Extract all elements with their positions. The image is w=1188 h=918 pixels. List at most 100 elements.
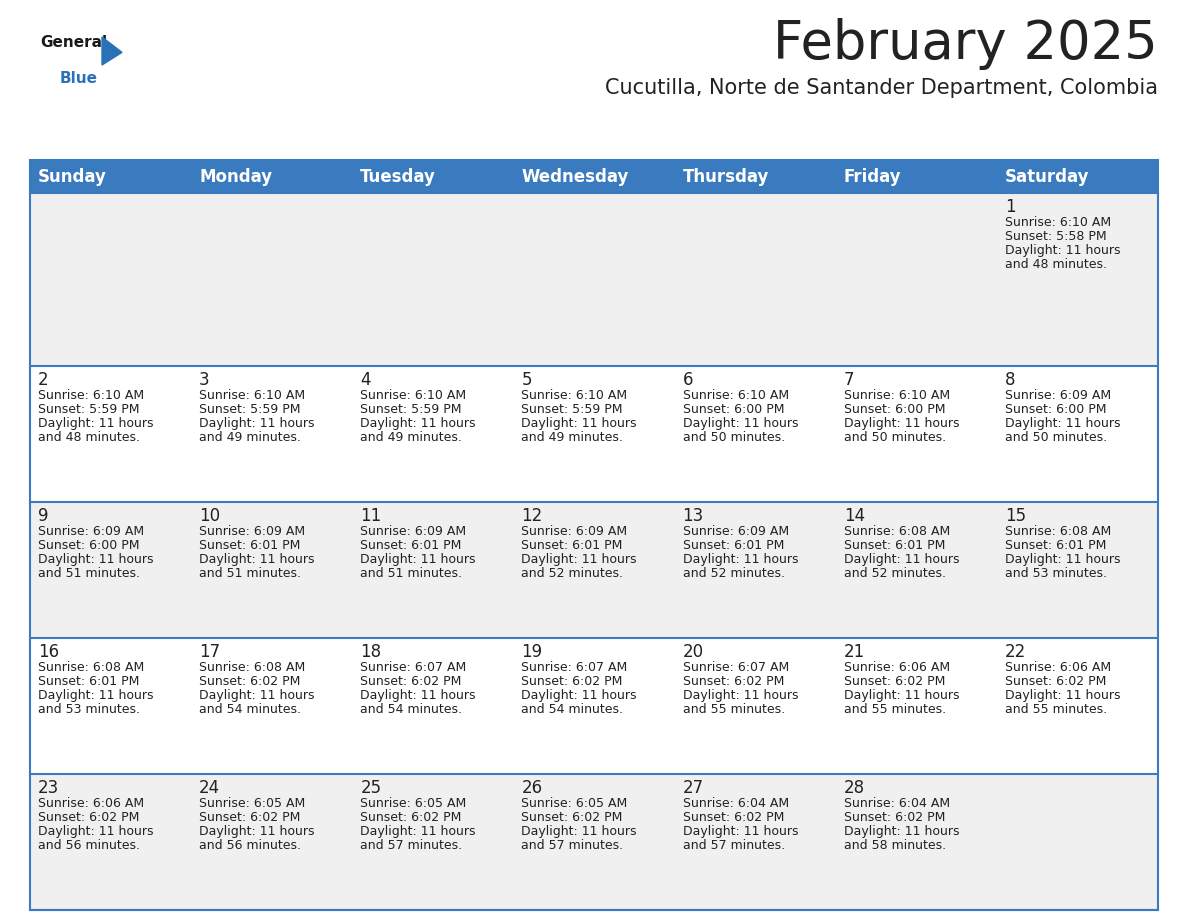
- Bar: [30, 638, 191, 774]
- Text: 14: 14: [843, 507, 865, 525]
- Text: Sunset: 6:02 PM: Sunset: 6:02 PM: [683, 675, 784, 688]
- Text: Monday: Monday: [200, 167, 272, 185]
- Bar: [675, 365, 835, 502]
- Text: Daylight: 11 hours: Daylight: 11 hours: [843, 825, 959, 838]
- Text: and 55 minutes.: and 55 minutes.: [843, 703, 946, 716]
- Text: Sunset: 6:00 PM: Sunset: 6:00 PM: [38, 539, 139, 552]
- Bar: [675, 193, 835, 365]
- Text: Sunset: 6:02 PM: Sunset: 6:02 PM: [200, 811, 301, 824]
- Text: Sunset: 5:58 PM: Sunset: 5:58 PM: [1005, 230, 1106, 243]
- Text: 21: 21: [843, 643, 865, 661]
- Text: Tuesday: Tuesday: [360, 167, 436, 185]
- Text: Daylight: 11 hours: Daylight: 11 hours: [843, 553, 959, 565]
- Text: Sunrise: 6:10 AM: Sunrise: 6:10 AM: [1005, 216, 1111, 229]
- Text: and 54 minutes.: and 54 minutes.: [522, 703, 624, 716]
- Text: 11: 11: [360, 507, 381, 525]
- Bar: [30, 774, 191, 910]
- Text: 3: 3: [200, 371, 210, 389]
- Text: Daylight: 11 hours: Daylight: 11 hours: [522, 825, 637, 838]
- Text: Daylight: 11 hours: Daylight: 11 hours: [38, 417, 153, 430]
- Text: Sunset: 6:02 PM: Sunset: 6:02 PM: [522, 811, 623, 824]
- Text: and 50 minutes.: and 50 minutes.: [843, 431, 946, 443]
- Bar: [191, 193, 353, 365]
- Text: Sunrise: 6:08 AM: Sunrise: 6:08 AM: [38, 661, 144, 674]
- Text: Sunset: 6:01 PM: Sunset: 6:01 PM: [683, 539, 784, 552]
- Text: Daylight: 11 hours: Daylight: 11 hours: [683, 688, 798, 702]
- Text: Sunrise: 6:06 AM: Sunrise: 6:06 AM: [1005, 661, 1111, 674]
- Text: 15: 15: [1005, 507, 1026, 525]
- Text: Sunset: 6:01 PM: Sunset: 6:01 PM: [38, 675, 139, 688]
- Bar: [353, 774, 513, 910]
- Text: Daylight: 11 hours: Daylight: 11 hours: [38, 688, 153, 702]
- Text: 9: 9: [38, 507, 49, 525]
- Text: and 50 minutes.: and 50 minutes.: [1005, 431, 1107, 443]
- Text: Daylight: 11 hours: Daylight: 11 hours: [1005, 417, 1120, 430]
- Text: Sunset: 5:59 PM: Sunset: 5:59 PM: [522, 403, 623, 416]
- Text: Daylight: 11 hours: Daylight: 11 hours: [522, 688, 637, 702]
- Text: Thursday: Thursday: [683, 167, 769, 185]
- Text: and 55 minutes.: and 55 minutes.: [683, 703, 785, 716]
- Bar: [353, 160, 513, 193]
- Text: Daylight: 11 hours: Daylight: 11 hours: [200, 688, 315, 702]
- Text: and 54 minutes.: and 54 minutes.: [360, 703, 462, 716]
- Text: and 55 minutes.: and 55 minutes.: [1005, 703, 1107, 716]
- Bar: [191, 160, 353, 193]
- Text: 7: 7: [843, 371, 854, 389]
- Text: and 48 minutes.: and 48 minutes.: [38, 431, 140, 443]
- Text: Daylight: 11 hours: Daylight: 11 hours: [1005, 553, 1120, 565]
- Text: Daylight: 11 hours: Daylight: 11 hours: [200, 417, 315, 430]
- Text: and 51 minutes.: and 51 minutes.: [200, 566, 301, 580]
- Text: Daylight: 11 hours: Daylight: 11 hours: [683, 825, 798, 838]
- Bar: [997, 365, 1158, 502]
- Text: Daylight: 11 hours: Daylight: 11 hours: [360, 553, 475, 565]
- Bar: [675, 502, 835, 638]
- Text: 23: 23: [38, 779, 59, 797]
- Text: 19: 19: [522, 643, 543, 661]
- Text: Sunrise: 6:04 AM: Sunrise: 6:04 AM: [843, 797, 950, 810]
- Text: Sunrise: 6:06 AM: Sunrise: 6:06 AM: [843, 661, 950, 674]
- Bar: [513, 193, 675, 365]
- Bar: [30, 160, 1158, 910]
- Text: Sunset: 6:02 PM: Sunset: 6:02 PM: [843, 811, 946, 824]
- Text: Sunday: Sunday: [38, 167, 107, 185]
- Text: and 57 minutes.: and 57 minutes.: [360, 839, 462, 852]
- Text: Sunrise: 6:05 AM: Sunrise: 6:05 AM: [360, 797, 467, 810]
- Bar: [997, 160, 1158, 193]
- Text: Daylight: 11 hours: Daylight: 11 hours: [1005, 688, 1120, 702]
- Text: Sunset: 6:01 PM: Sunset: 6:01 PM: [1005, 539, 1106, 552]
- Text: Sunset: 5:59 PM: Sunset: 5:59 PM: [360, 403, 462, 416]
- Bar: [513, 774, 675, 910]
- Text: 25: 25: [360, 779, 381, 797]
- Text: and 51 minutes.: and 51 minutes.: [38, 566, 140, 580]
- Polygon shape: [102, 37, 122, 65]
- Text: 8: 8: [1005, 371, 1016, 389]
- Text: Sunrise: 6:09 AM: Sunrise: 6:09 AM: [360, 525, 467, 538]
- Text: and 57 minutes.: and 57 minutes.: [683, 839, 785, 852]
- Text: and 56 minutes.: and 56 minutes.: [38, 839, 140, 852]
- Text: and 57 minutes.: and 57 minutes.: [522, 839, 624, 852]
- Text: Sunset: 5:59 PM: Sunset: 5:59 PM: [38, 403, 139, 416]
- Text: Sunrise: 6:07 AM: Sunrise: 6:07 AM: [522, 661, 627, 674]
- Bar: [513, 365, 675, 502]
- Text: Wednesday: Wednesday: [522, 167, 628, 185]
- Bar: [30, 160, 191, 193]
- Text: Sunrise: 6:08 AM: Sunrise: 6:08 AM: [1005, 525, 1111, 538]
- Text: 22: 22: [1005, 643, 1026, 661]
- Text: Sunrise: 6:09 AM: Sunrise: 6:09 AM: [1005, 389, 1111, 402]
- Text: Cucutilla, Norte de Santander Department, Colombia: Cucutilla, Norte de Santander Department…: [605, 78, 1158, 98]
- Text: Daylight: 11 hours: Daylight: 11 hours: [38, 825, 153, 838]
- Bar: [835, 638, 997, 774]
- Text: Sunset: 6:00 PM: Sunset: 6:00 PM: [1005, 403, 1106, 416]
- Text: 26: 26: [522, 779, 543, 797]
- Text: Daylight: 11 hours: Daylight: 11 hours: [683, 553, 798, 565]
- Text: and 48 minutes.: and 48 minutes.: [1005, 258, 1107, 271]
- Text: February 2025: February 2025: [773, 18, 1158, 70]
- Text: Sunrise: 6:05 AM: Sunrise: 6:05 AM: [522, 797, 627, 810]
- Bar: [30, 193, 191, 365]
- Bar: [191, 365, 353, 502]
- Text: Sunset: 6:02 PM: Sunset: 6:02 PM: [1005, 675, 1106, 688]
- Text: Blue: Blue: [61, 71, 97, 86]
- Text: Sunrise: 6:10 AM: Sunrise: 6:10 AM: [683, 389, 789, 402]
- Text: Sunset: 6:02 PM: Sunset: 6:02 PM: [200, 675, 301, 688]
- Bar: [30, 365, 191, 502]
